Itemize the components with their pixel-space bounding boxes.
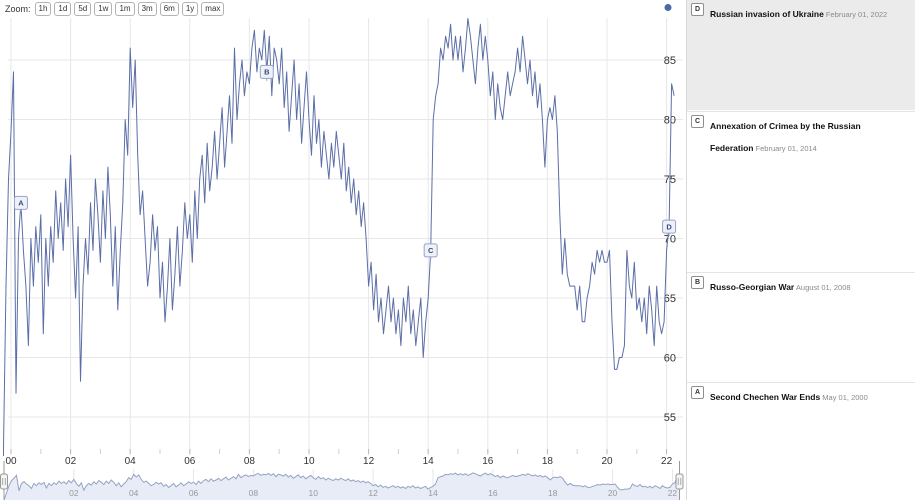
event-title: Annexation of Crimea by the Russian Fede… [710, 121, 861, 153]
x-axis-label: 08 [244, 456, 256, 467]
zoom-button-1d[interactable]: 1d [54, 2, 72, 16]
y-axis-label: 80 [664, 115, 676, 127]
zoom-button-3m[interactable]: 3m [137, 2, 157, 16]
x-axis-label: 20 [601, 456, 613, 467]
navigator-line [3, 472, 681, 500]
navigator-label: 10 [309, 488, 319, 498]
event-date: May 01, 2000 [820, 393, 868, 402]
zoom-label: Zoom: [5, 3, 31, 14]
x-axis-labels: 00 02 04 06 08 10 12 14 16 18 20 22 [5, 456, 672, 467]
y-axis-label: 85 [664, 55, 676, 67]
x-axis-label: 00 [5, 456, 17, 467]
event-date: August 01, 2008 [794, 283, 851, 292]
gridlines [8, 18, 683, 455]
zoom-button-1m[interactable]: 1m [115, 2, 135, 16]
navigator-labels: 02 04 06 08 10 12 14 16 18 20 22 [69, 488, 677, 498]
zoom-buttons-group: 1h 1d 5d 1w 1m 3m 6m 1y max [34, 2, 225, 16]
y-axis-label: 65 [664, 293, 676, 305]
event-text: Russian invasion of Ukraine February 01,… [710, 2, 898, 24]
zoom-button-5d[interactable]: 5d [74, 2, 92, 16]
event-item-b[interactable]: B Russo-Georgian War August 01, 2008 [687, 272, 915, 299]
navigator-label: 12 [368, 488, 378, 498]
flag-d[interactable]: Russian invasion of Ukraine — February 0… [662, 219, 677, 236]
y-axis-label: 55 [664, 412, 676, 424]
zoom-button-max[interactable]: max [201, 2, 225, 16]
y-axis-label: 60 [664, 353, 676, 365]
zoom-button-1w[interactable]: 1w [94, 2, 113, 16]
event-letter-badge: C [691, 115, 704, 128]
zoom-button-1h[interactable]: 1h [34, 2, 52, 16]
zoom-button-1y[interactable]: 1y [181, 2, 199, 16]
x-axis-label: 16 [482, 456, 494, 467]
event-title: Second Chechen War Ends [710, 392, 821, 402]
x-axis-label: 02 [65, 456, 77, 467]
event-letter-badge: B [691, 276, 704, 289]
x-axis-label: 18 [542, 456, 554, 467]
event-date: February 01, 2014 [753, 143, 817, 153]
approval-series-line [2, 17, 675, 456]
x-axis-label: 10 [303, 456, 315, 467]
event-letter-badge: A [691, 386, 704, 399]
flag-letter: D [666, 222, 672, 231]
navigator-label: 20 [608, 488, 618, 498]
flag-c[interactable]: Annexation of Crimea by the Russian Fede… [423, 243, 438, 260]
event-text: Russo-Georgian War August 01, 2008 [710, 275, 898, 297]
event-text: Annexation of Crimea by the Russian Fede… [710, 114, 898, 157]
events-sidebar: D Russian invasion of Ukraine February 01… [686, 0, 915, 500]
x-axis-label: 14 [423, 456, 435, 467]
event-title: Russo-Georgian War [710, 282, 795, 292]
navigator[interactable] [3, 469, 681, 500]
flag-b[interactable]: Russo-Georgian War — August 01, 2008B [259, 64, 274, 81]
event-item-d[interactable]: D Russian invasion of Ukraine February 01… [687, 0, 915, 110]
navigator-label: 04 [129, 488, 139, 498]
flag-letter: A [18, 199, 24, 208]
navigator-label: 08 [249, 488, 259, 498]
navigator-handle-left[interactable] [0, 461, 8, 500]
navigator-label: 14 [428, 488, 438, 498]
event-title: Russian invasion of Ukraine [710, 9, 824, 19]
flag-a[interactable]: Second Chechen War Ends — May 01, 2000A [13, 195, 28, 212]
event-date: February 01, 2022 [823, 10, 888, 19]
event-item-c[interactable]: C Annexation of Crimea by the Russian Fed… [687, 111, 915, 160]
chart-area: 00 02 04 06 08 10 12 14 16 18 20 22 55 60 65 70 75 80 85 02… [0, 2, 684, 500]
zoom-button-6m[interactable]: 6m [159, 2, 179, 16]
x-axis-label: 06 [184, 456, 196, 467]
event-text: Second Chechen War Ends May 01, 2000 [710, 385, 898, 407]
flag-letter: C [428, 246, 434, 255]
timeseries-chart: 00 02 04 06 08 10 12 14 16 18 20 225560657075808502… [0, 4, 684, 500]
navigator-label: 02 [69, 488, 79, 498]
x-axis-label: 12 [363, 456, 375, 467]
event-item-a[interactable]: A Second Chechen War Ends May 01, 2000 [687, 382, 915, 409]
navigator-label: 06 [189, 488, 199, 498]
series-marker-dot [664, 4, 672, 11]
navigator-label: 18 [548, 488, 558, 498]
y-axis-label: 70 [664, 234, 676, 246]
navigator-label: 22 [668, 488, 678, 498]
zoom-toolbar: Zoom: 1h 1d 5d 1w 1m 3m 6m 1y max [5, 2, 225, 16]
navigator-label: 16 [488, 488, 498, 498]
event-letter-badge: D [691, 3, 704, 16]
x-axis-label: 04 [125, 456, 137, 467]
flag-letter: B [264, 68, 270, 77]
x-axis-ticks [10, 449, 668, 454]
x-axis-label: 22 [661, 456, 673, 467]
navigator-area[interactable] [4, 472, 680, 500]
navigator-handle-right[interactable] [675, 461, 684, 500]
